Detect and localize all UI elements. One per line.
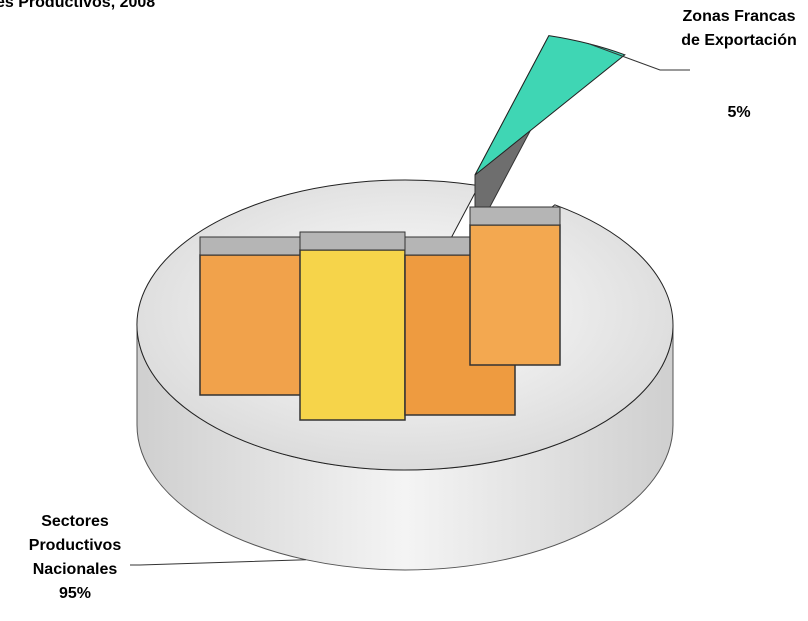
chart-title: es Productivos, 2008 — [0, 0, 156, 11]
category-label: Sectores Productivos Nacionales — [28, 513, 122, 578]
category-label: Zonas Francas de Exportación — [681, 8, 797, 49]
building-roof — [199, 236, 311, 256]
value-label: 5% — [727, 104, 751, 121]
value-label: 95% — [58, 585, 92, 602]
building-decoration — [299, 249, 406, 421]
building-decoration — [199, 254, 311, 396]
building-decoration — [469, 224, 561, 366]
leader-line — [588, 43, 690, 71]
pie-slice — [474, 35, 626, 176]
building-roof — [299, 231, 406, 251]
leader-line — [130, 559, 306, 566]
building-roof — [469, 206, 561, 226]
